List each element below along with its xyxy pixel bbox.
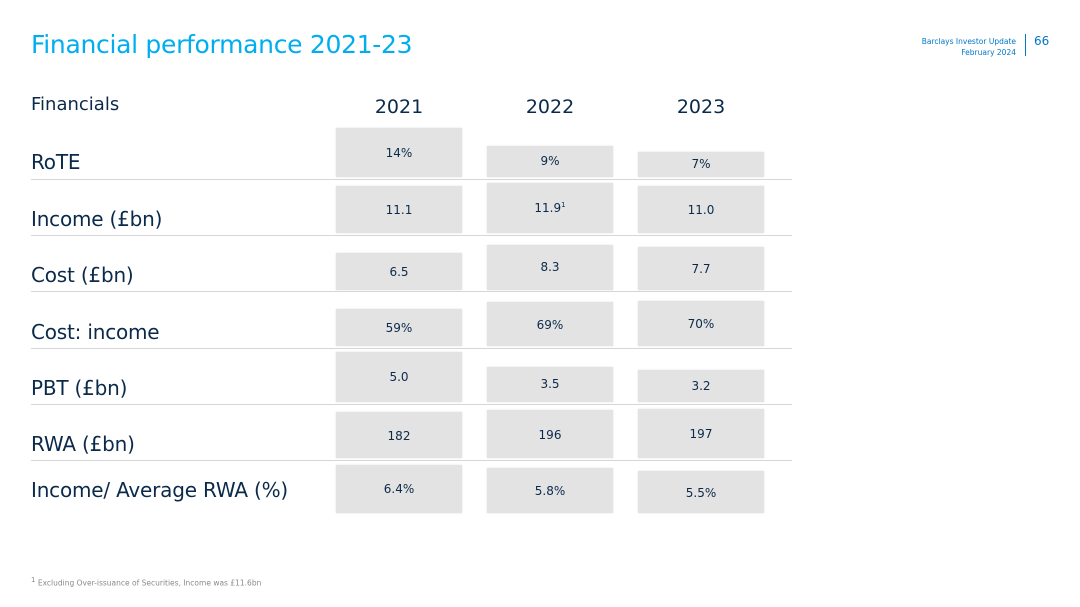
value-cell — [336, 465, 462, 513]
row-label-rote: RoTE — [31, 150, 81, 174]
value-cell — [336, 186, 462, 233]
value-cell — [336, 253, 462, 290]
value-pbt-2022: 3.5 — [540, 377, 560, 391]
value-cell — [638, 370, 764, 402]
document-info: Barclays Investor Update February 2024 — [922, 36, 1016, 58]
row-label-cost-income: Cost: income — [31, 320, 160, 344]
value-cell — [336, 309, 462, 346]
document-date: February 2024 — [961, 48, 1016, 57]
value-pbt-2023: 3.2 — [691, 379, 711, 393]
row-divider — [31, 235, 792, 236]
year-header-2022: 2022 — [525, 96, 575, 118]
value-cell — [487, 410, 613, 458]
value-income-2022-number: 11.9 — [534, 201, 562, 215]
row-divider — [31, 291, 792, 292]
document-name: Barclays Investor Update — [921, 37, 1016, 46]
value-income-2022: 11.91 — [487, 201, 613, 215]
header-divider — [1025, 34, 1026, 56]
page-number: 66 — [1034, 34, 1050, 48]
footnote: 1 Excluding Over-issuance of Securities,… — [31, 576, 261, 588]
value-income-avg-rwa-2021: 6.4% — [383, 482, 415, 496]
year-header-2023: 2023 — [676, 96, 726, 118]
value-cell — [336, 412, 462, 458]
value-income-avg-rwa-2022: 5.8% — [534, 484, 566, 498]
value-cell — [638, 301, 764, 346]
value-rote-2021: 14% — [385, 146, 413, 160]
value-cost-income-2021: 59% — [385, 321, 413, 335]
footnote-marker: 1 — [561, 201, 566, 209]
row-divider — [31, 460, 792, 461]
year-header-2021: 2021 — [374, 96, 424, 118]
row-label-income-avg-rwa: Income/ Average RWA (%) — [31, 478, 288, 502]
value-rote-2023: 7% — [691, 157, 711, 171]
value-rwa-2022: 196 — [538, 428, 562, 442]
value-rwa-2021: 182 — [387, 429, 411, 443]
value-cell — [638, 471, 764, 513]
table-heading: Financials — [31, 94, 120, 115]
footnote-text: Excluding Over-issuance of Securities, I… — [37, 578, 262, 588]
value-cost-income-2023: 70% — [687, 317, 715, 331]
value-cell — [487, 302, 613, 346]
value-income-2021: 11.1 — [385, 203, 413, 217]
value-rwa-2023: 197 — [689, 427, 713, 441]
value-income-avg-rwa-2023: 5.5% — [685, 486, 717, 500]
value-pbt-2021: 5.0 — [389, 370, 409, 384]
footnote-number: 1 — [31, 576, 36, 584]
row-divider — [31, 404, 792, 405]
row-label-cost: Cost (£bn) — [31, 263, 134, 287]
value-cell — [336, 352, 462, 402]
value-cell — [336, 128, 462, 177]
value-cost-2022: 8.3 — [540, 260, 560, 274]
value-cell — [487, 183, 613, 233]
value-cost-2021: 6.5 — [389, 265, 409, 279]
row-divider — [31, 179, 792, 180]
value-cell — [638, 409, 764, 458]
value-cell — [487, 367, 613, 402]
value-cell — [638, 247, 764, 290]
value-rote-2022: 9% — [540, 154, 560, 168]
row-divider — [31, 348, 792, 349]
value-income-2023: 11.0 — [687, 203, 715, 217]
page-title: Financial performance 2021-23 — [31, 30, 413, 59]
value-cost-2023: 7.7 — [691, 262, 711, 276]
value-cell — [487, 146, 613, 177]
row-label-pbt: PBT (£bn) — [31, 376, 128, 400]
value-cell — [487, 245, 613, 290]
value-cell — [638, 186, 764, 233]
row-label-rwa: RWA (£bn) — [31, 432, 135, 456]
row-label-income: Income (£bn) — [31, 207, 163, 231]
value-cell — [487, 468, 613, 513]
value-cell — [638, 152, 764, 177]
value-cost-income-2022: 69% — [536, 318, 564, 332]
